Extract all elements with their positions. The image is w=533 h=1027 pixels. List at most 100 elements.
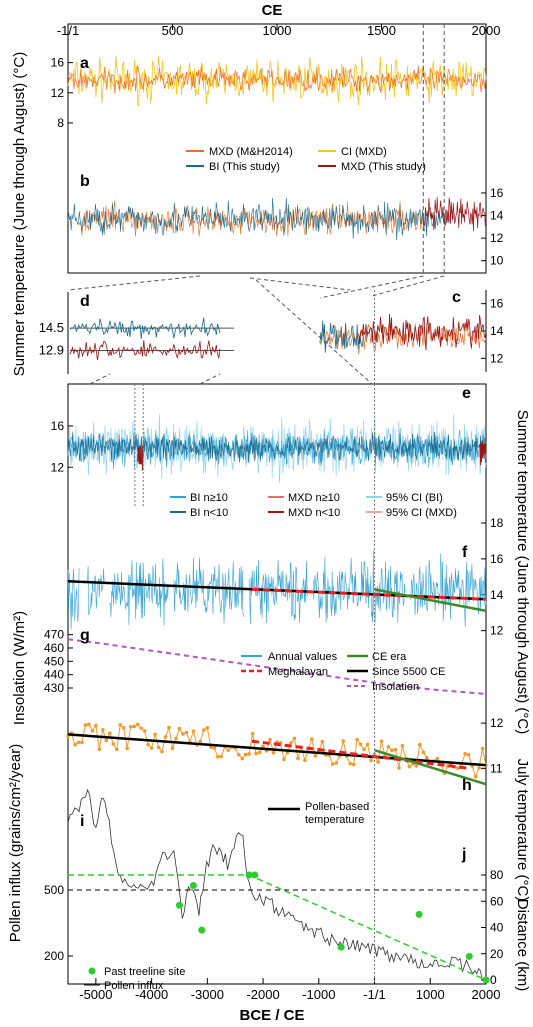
panel-j-ytick-label-0: 0: [490, 973, 497, 987]
bottom-tick-label-5: -1/1: [363, 987, 385, 1002]
panel-h-point-17: [125, 746, 130, 751]
panel-h-point-52: [247, 752, 251, 756]
legend-fg-item-2: Meghalayan: [268, 666, 328, 678]
legend-fg-item-1: CE era: [372, 651, 407, 663]
panel-label-h: h: [462, 777, 472, 794]
panel-h-point-32: [177, 726, 182, 731]
panel-f-annual-series-3: [173, 557, 244, 624]
panel-f-trend-meghalayan: [251, 587, 487, 601]
panel-h-point-9: [97, 747, 102, 752]
panel-h-point-42: [212, 746, 217, 750]
panel-h-point-89: [376, 760, 380, 764]
panel-h-point-77: [334, 761, 339, 765]
panel-h-point-7: [90, 729, 95, 733]
panel-b-ytick-label-1: 12: [490, 231, 504, 245]
panel-f-annual-series-2: [109, 558, 169, 626]
panel-g-ytick-label-3: 460: [44, 641, 64, 655]
panel-h-point-106: [435, 756, 440, 761]
panel-c-orange-series: [319, 322, 487, 355]
panel-e-mxd-lt10-series: [137, 445, 144, 471]
panel-h-point-70: [310, 737, 314, 741]
legend-e-item-5: 95% CI (MXD): [386, 507, 457, 519]
legend-j-item-1: Pollen influx: [104, 980, 164, 992]
panel-g-ytick-label-1: 440: [44, 668, 64, 682]
panel-h-point-58: [268, 737, 272, 742]
connector-d-left: [67, 275, 201, 291]
panel-d-ytick-label-1: 12.9: [39, 342, 64, 357]
panel-h-point-12: [108, 731, 112, 736]
panel-f-annual-series-6: [410, 553, 487, 628]
panel-j-site-4: [251, 871, 259, 879]
panel-h-point-92: [386, 745, 391, 749]
legend-fg-item-4: Insolation: [372, 681, 419, 693]
panel-b-ytick-label-3: 16: [490, 186, 504, 200]
panel-d-mxd-series: [69, 340, 221, 361]
connector-c-right: [371, 275, 445, 297]
panel-i-ytick-label-1: 500: [44, 883, 64, 897]
connector-e-d-right: [199, 373, 221, 385]
panel-i-ytick-label-0: 200: [44, 949, 64, 963]
panel-h-point-85: [362, 747, 366, 752]
top-tick-label-3: 1500: [367, 23, 396, 38]
panel-h-point-31: [174, 736, 178, 741]
panel-h-point-117: [473, 774, 478, 779]
panel-h-point-102: [421, 750, 426, 755]
panel-c-mxd-series: [358, 313, 487, 351]
legend-fg: Annual values CE era Meghalayan Since 55…: [241, 651, 445, 693]
panel-h-point-49: [236, 752, 241, 757]
panel-j-site-6: [415, 910, 423, 918]
panel-label-g: g: [80, 627, 90, 644]
bottom-tick-label-2: -3000: [191, 987, 224, 1002]
panel-h-point-25: [153, 732, 157, 737]
panel-label-e: e: [462, 385, 471, 402]
panel-h-point-87: [369, 758, 373, 763]
panel-h-point-101: [418, 742, 422, 747]
bottom-tick-label-0: -5000: [79, 987, 112, 1002]
panel-h-point-30: [170, 746, 175, 751]
panel-h-point-66: [296, 756, 300, 761]
legend-ab-item-1: CI (MXD): [341, 146, 387, 158]
panel-h-point-8: [94, 723, 98, 728]
legend-e-item-0: BI n≥10: [190, 492, 228, 504]
panel-f-ytick-label-1: 14: [490, 588, 504, 602]
panel-h-point-4: [80, 740, 84, 745]
panel-label-c: c: [452, 289, 461, 306]
panel-h-ytick-label-0: 11: [490, 761, 503, 775]
panel-h-trend-since5500: [67, 733, 487, 767]
legend-e-item-3: BI n<10: [190, 507, 228, 519]
panel-c-ytick-label-1: 14: [490, 324, 504, 338]
panel-label-i: i: [80, 813, 84, 830]
top-tick-label-0: -1/1: [57, 23, 79, 38]
panel-h-point-100: [414, 764, 419, 768]
panel-e-bi-lt10-series: [67, 431, 487, 466]
panel-c-ytick-label-0: 12: [490, 351, 504, 365]
legend-ab: MXD (M&H2014) CI (MXD) BI (This study) M…: [186, 146, 426, 173]
panel-h-point-118: [477, 766, 481, 770]
panel-h-point-5: [83, 723, 88, 727]
panel-label-b: b: [80, 173, 90, 190]
top-tick-label-1: 500: [162, 23, 184, 38]
y-title-pollen: Pollen influx (grains/cm²/year): [7, 744, 24, 942]
panel-e-mxd-ge10-series: [479, 440, 487, 466]
panel-label-f: f: [462, 544, 468, 561]
legend-ab-item-3: MXD (This study): [341, 161, 426, 173]
panel-d-ytick-label-0: 14.5: [39, 320, 64, 335]
panel-b-ytick-label-0: 10: [490, 254, 504, 268]
panel-h-point-59: [271, 751, 276, 755]
panel-h-point-38: [198, 739, 203, 744]
panel-j-ytick-label-4: 80: [490, 868, 504, 882]
panel-f-ytick-label-2: 16: [490, 552, 504, 566]
legend-e: BI n≥10 MXD n≥10 95% CI (BI) BI n<10 MXD…: [170, 492, 457, 519]
legend-fg-item-0: Annual values: [268, 651, 338, 663]
panel-h-point-46: [226, 748, 231, 753]
panel-h-trend-meghalayan: [251, 739, 470, 770]
panel-h-point-43: [215, 754, 220, 759]
panel-j-site-3: [245, 871, 253, 879]
bottom-axis-title: BCE / CE: [239, 1007, 304, 1024]
panel-h-point-29: [167, 725, 171, 730]
legend-j: Past treeline site Pollen influx: [84, 966, 185, 992]
panel-a-ytick-label-1: 12: [51, 86, 65, 100]
panel-h-point-84: [358, 742, 363, 746]
panel-h-point-18: [128, 724, 133, 729]
panel-h-point-82: [351, 762, 356, 767]
